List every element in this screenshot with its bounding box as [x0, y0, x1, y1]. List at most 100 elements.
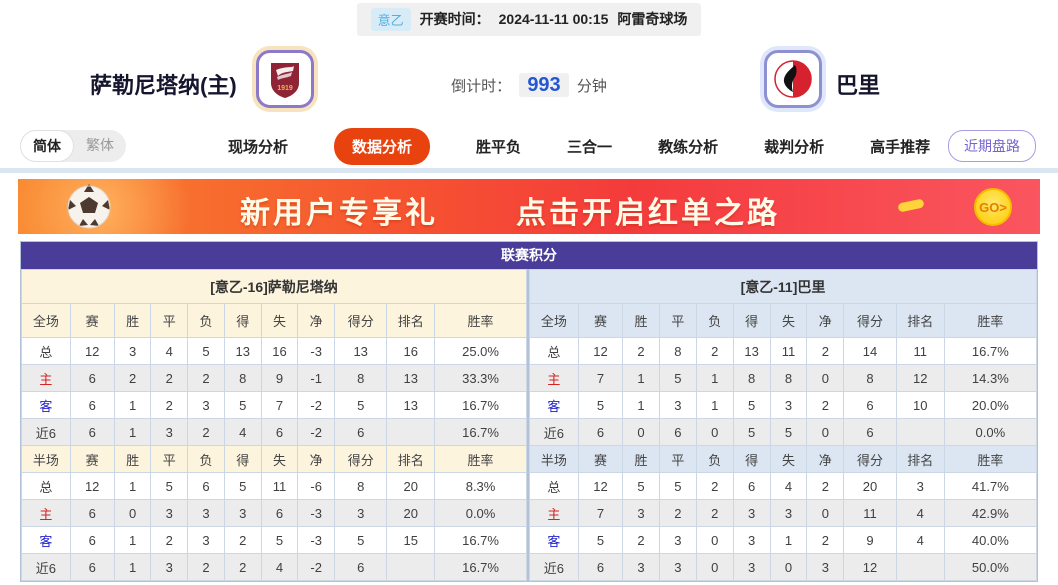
soccer-ball-icon [67, 184, 111, 229]
nav-tab-1[interactable]: 现场分析 [228, 138, 289, 156]
nav-tab-3[interactable]: 胜平负 [476, 138, 522, 156]
stat-cell: 5 [732, 418, 771, 446]
stat-cell: 7 [260, 391, 299, 419]
stat-cell: 13 [732, 337, 771, 365]
stat-cell: 5 [577, 391, 624, 419]
stat-cell: 16 [260, 337, 299, 365]
kickoff-time: 2024-11-11 00:15 [498, 11, 609, 27]
home-standings-panel: [意乙-16]萨勒尼塔纳 全场赛胜平负得失净得分 排名 胜率总 12 3 4 5 13 16 -3 1… [21, 269, 529, 581]
row-label: 客 [529, 526, 579, 554]
stat-cell: 50.0% [943, 553, 1038, 581]
svg-text:1919: 1919 [277, 85, 293, 92]
stat-cell: 5 [334, 391, 388, 419]
stat-cell: 8 [334, 364, 388, 392]
stat-cell: 0 [806, 418, 845, 446]
stat-cell: 16.7% [943, 337, 1038, 365]
stat-cell: 41.7% [943, 472, 1038, 500]
nav-tab-2[interactable]: 数据分析 [334, 127, 431, 165]
away-team-name: 巴里 [836, 73, 881, 98]
stat-cell: 2 [150, 526, 189, 554]
stat-cell: 3 [622, 553, 660, 581]
stat-cell: 2 [806, 526, 845, 554]
column-header: 胜 [113, 303, 152, 338]
stat-cell: 0 [622, 418, 660, 446]
stat-cell: 3 [187, 391, 225, 419]
stat-cell: 5 [187, 337, 225, 365]
column-header: 胜率 [434, 445, 527, 473]
lang-simplified-button[interactable]: 简体 [20, 130, 74, 162]
stat-cell [386, 418, 436, 446]
row-label: 客 [21, 391, 71, 419]
stat-cell: 5 [577, 526, 624, 554]
stat-cell: 25.0% [434, 337, 527, 365]
row-label: 总 [21, 337, 71, 365]
column-header: 赛 [577, 445, 624, 473]
stat-cell: 42.9% [943, 499, 1038, 527]
nav-tab-6[interactable]: 裁判分析 [764, 138, 825, 156]
away-standings-panel: [意乙-11]巴里 全场赛胜平负得失净得分 排名 胜率总 12 2 8 2 13 11 2 14 11 1… [529, 269, 1038, 581]
away-team-logo [764, 50, 822, 108]
column-header: 平 [658, 303, 697, 338]
nav-tab-7[interactable]: 高手推荐 [870, 138, 931, 156]
column-header: 胜 [622, 445, 660, 473]
stat-cell: 0.0% [434, 499, 527, 527]
nav-tab-5[interactable]: 教练分析 [658, 138, 719, 156]
lang-traditional-button[interactable]: 繁体 [86, 137, 114, 153]
stat-cell: 16.7% [434, 391, 527, 419]
stat-cell: 2 [223, 553, 262, 581]
stat-cell: 1 [695, 364, 734, 392]
stat-cell: 2 [806, 337, 845, 365]
banner-dash-decoration [897, 198, 925, 213]
column-header: 排名 [895, 303, 945, 338]
top-info-bar: 意乙 开赛时间： 2024-11-11 00:15 阿雷奇球场 [0, 0, 1058, 38]
stat-cell: 15 [386, 526, 436, 554]
stat-cell: 14 [843, 337, 897, 365]
go-button[interactable]: GO> [974, 188, 1012, 226]
stat-cell: -2 [297, 553, 336, 581]
column-header: 负 [187, 445, 225, 473]
stat-cell: 5 [769, 418, 808, 446]
stat-cell: 9 [260, 364, 299, 392]
column-header: 赛 [69, 303, 115, 338]
column-header: 得分 [843, 445, 897, 473]
stat-cell: 7 [577, 499, 624, 527]
bari-crest-icon [774, 60, 812, 98]
stat-cell: 2 [695, 499, 734, 527]
stat-cell: 0 [806, 364, 845, 392]
stat-cell: -3 [297, 499, 336, 527]
row-label: 客 [21, 526, 71, 554]
countdown-label: 倒计时： [451, 78, 512, 95]
stat-cell: 2 [150, 391, 189, 419]
stat-cell: 12 [843, 553, 897, 581]
promo-banner[interactable]: 新用户专享礼 点击开启红单之路 GO> [18, 179, 1040, 234]
row-label: 主 [529, 364, 579, 392]
row-label: 近6 [21, 418, 71, 446]
stat-cell: 8 [732, 364, 771, 392]
stat-cell: 6 [69, 553, 115, 581]
stat-cell: 6 [69, 364, 115, 392]
recent-trend-button[interactable]: 近期盘路 [948, 130, 1036, 162]
column-header: 胜率 [434, 303, 527, 338]
stat-cell: 4 [769, 472, 808, 500]
stat-cell: 2 [695, 337, 734, 365]
column-header: 得 [223, 303, 262, 338]
column-header: 得 [732, 445, 771, 473]
stat-cell: 0 [695, 553, 734, 581]
stat-cell: 6 [69, 418, 115, 446]
banner-title: 新用户专享礼 [240, 197, 438, 230]
column-header: 胜率 [943, 445, 1038, 473]
stat-cell: 4 [895, 499, 945, 527]
stat-cell: 5 [260, 526, 299, 554]
league-standings-section: 联赛积分 [意乙-16]萨勒尼塔纳 全场赛胜平负得失净得分 排名 胜率总 12 3 4 5 13… [20, 241, 1038, 582]
nav-tabs: 现场分析 数据分析 胜平负 三合一 教练分析 裁判分析 高手推荐 [228, 127, 931, 165]
home-team-label: [意乙-16]萨勒尼塔纳 [21, 269, 527, 304]
stat-cell: 3 [622, 499, 660, 527]
stat-cell: 3 [658, 526, 697, 554]
stat-cell: 3 [113, 337, 152, 365]
stat-cell: 12 [577, 337, 624, 365]
stat-cell: 13 [386, 391, 436, 419]
nav-tab-4[interactable]: 三合一 [567, 138, 613, 156]
stat-cell [895, 418, 945, 446]
stat-cell: 6 [658, 418, 697, 446]
column-header: 得分 [334, 445, 388, 473]
